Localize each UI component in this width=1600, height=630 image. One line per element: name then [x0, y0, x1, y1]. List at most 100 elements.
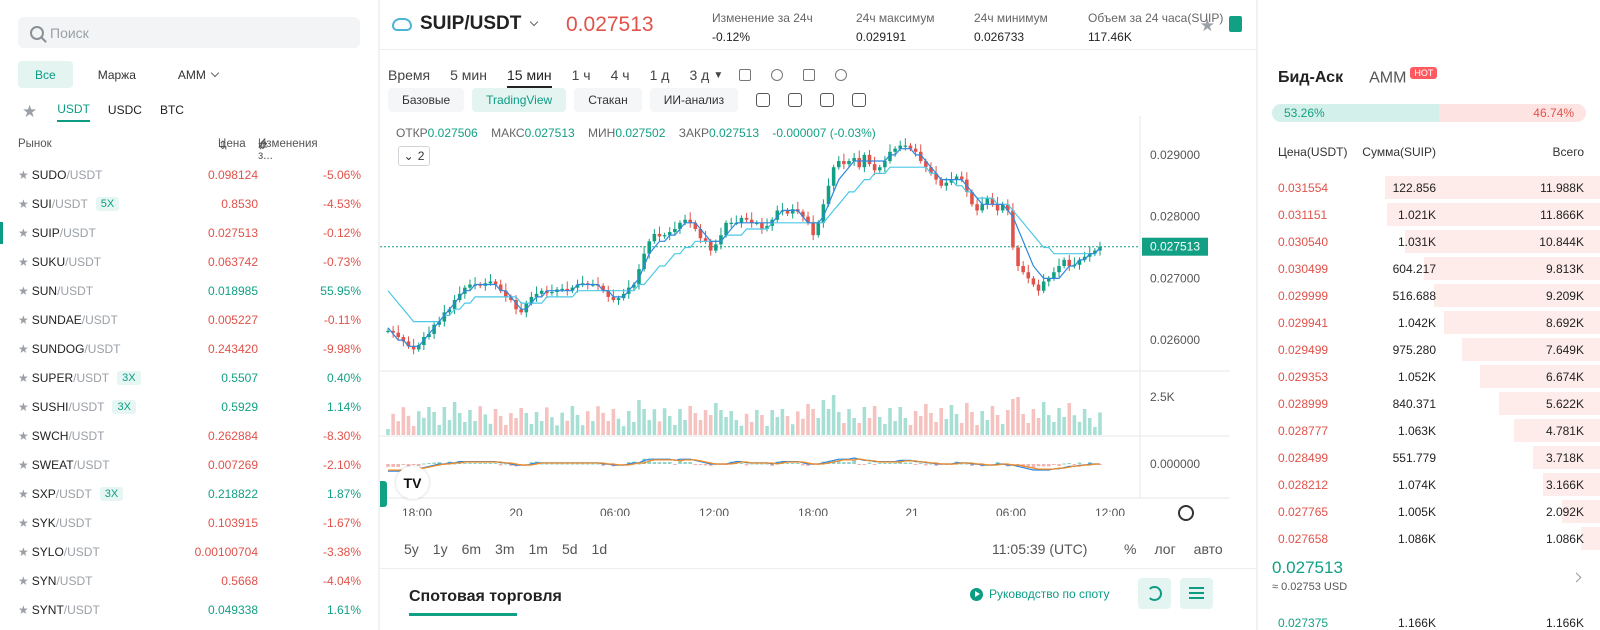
- star-icon[interactable]: ★: [18, 458, 29, 472]
- search-box[interactable]: [18, 17, 360, 48]
- market-row[interactable]: ★ SUPER/USDT 3X 0.5507 0.40%: [0, 363, 378, 392]
- market-row[interactable]: ★ SUDO/USDT 0.098124 -5.06%: [0, 160, 378, 189]
- utc-clock[interactable]: 11:05:39 (UTC): [992, 541, 1088, 557]
- indicators-icon[interactable]: [739, 69, 752, 81]
- book-icon[interactable]: [1229, 16, 1242, 32]
- ask-row[interactable]: 0.028212 1.074K 3.166K: [1258, 471, 1600, 498]
- star-icon[interactable]: ★: [18, 255, 29, 269]
- range-1y[interactable]: 1y: [432, 541, 448, 557]
- range-1d[interactable]: 1d: [591, 541, 608, 557]
- market-row[interactable]: ★ SYLO/USDT 0.00100704 -3.38%: [0, 537, 378, 566]
- ask-row[interactable]: 0.028777 1.063K 4.781K: [1258, 417, 1600, 444]
- star-icon[interactable]: ★: [18, 429, 29, 443]
- caret-down-icon[interactable]: ▼: [713, 69, 724, 81]
- view-tab-1[interactable]: TradingView: [472, 88, 567, 112]
- filter-tab-margin[interactable]: Маржа: [97, 67, 136, 82]
- fullscreen-icon[interactable]: [788, 93, 803, 107]
- search-input[interactable]: [50, 24, 350, 41]
- range-6m[interactable]: 6m: [461, 541, 482, 557]
- interval-2[interactable]: 15 мин: [506, 67, 552, 88]
- range-5y[interactable]: 5y: [404, 541, 419, 557]
- filter-tab-amm[interactable]: AMM: [161, 61, 235, 88]
- ask-row[interactable]: 0.029353 1.052K 6.674K: [1258, 363, 1600, 390]
- interval-6[interactable]: 3 д: [689, 67, 710, 83]
- spot-guide-link[interactable]: Руководство по споту: [970, 587, 1110, 601]
- scale-option-1[interactable]: лог: [1154, 541, 1176, 557]
- star-icon[interactable]: ★: [18, 516, 29, 530]
- mid-price-block[interactable]: 0.027513 ≈ 0.02753 USD: [1272, 558, 1347, 593]
- indicator-toggle[interactable]: ⌄ 2: [398, 146, 430, 166]
- settings-icon[interactable]: [771, 69, 784, 81]
- ask-row[interactable]: 0.031151 1.021K 11.866K: [1258, 201, 1600, 228]
- quote-tab-btc[interactable]: BTC: [159, 103, 184, 117]
- power-icon[interactable]: [756, 93, 771, 107]
- market-row[interactable]: ★ SUNDAE/USDT 0.005227 -0.11%: [0, 305, 378, 334]
- share-icon[interactable]: [852, 93, 867, 107]
- star-icon[interactable]: ★: [18, 371, 29, 385]
- market-row[interactable]: ★ SYN/USDT 0.5668 -4.04%: [0, 566, 378, 595]
- star-icon[interactable]: ★: [18, 168, 29, 182]
- market-row[interactable]: ★ SUKU/USDT 0.063742 -0.73%: [0, 247, 378, 276]
- view-tab-2[interactable]: Стакан: [574, 88, 642, 112]
- market-row[interactable]: ★ SUN/USDT 0.018985 55.95%: [0, 276, 378, 305]
- interval-0[interactable]: Время: [388, 67, 431, 83]
- view-tab-3[interactable]: ИИ-анализ: [649, 88, 739, 112]
- tab-bid-ask[interactable]: Бид-Аск: [1278, 68, 1344, 86]
- star-icon[interactable]: ★: [18, 487, 29, 501]
- ask-row[interactable]: 0.029499 975.280 7.649K: [1258, 336, 1600, 363]
- filter-tab-all[interactable]: Все: [18, 61, 73, 88]
- market-row[interactable]: ★ SYK/USDT 0.103915 -1.67%: [0, 508, 378, 537]
- col-market[interactable]: Рынок: [18, 138, 52, 150]
- price-chart[interactable]: 0.029000 0.028000 0.027000 0.026000 2.5K 0.00…: [380, 116, 1256, 516]
- candle-type-icon[interactable]: [803, 69, 816, 81]
- star-icon[interactable]: ★: [18, 226, 29, 240]
- ask-row[interactable]: 0.029999 516.688 9.209K: [1258, 282, 1600, 309]
- bid-row[interactable]: 0.027375 1.166K 1.166K: [1258, 612, 1600, 630]
- market-row[interactable]: ★ SWCH/USDT 0.262884 -8.30%: [0, 421, 378, 450]
- favorite-star-icon[interactable]: ★: [1199, 16, 1215, 35]
- market-row[interactable]: ★ SXP/USDT 3X 0.218822 1.87%: [0, 479, 378, 508]
- ask-row[interactable]: 0.031554 122.856 11.988K: [1258, 174, 1600, 201]
- quote-tab-usdc[interactable]: USDC: [107, 103, 142, 117]
- range-1m[interactable]: 1m: [528, 541, 548, 557]
- market-row[interactable]: ★ SUSHI/USDT 3X 0.5929 1.14%: [0, 392, 378, 421]
- range-3m[interactable]: 3m: [495, 541, 515, 557]
- ask-row[interactable]: 0.029941 1.042K 8.692K: [1258, 309, 1600, 336]
- ask-row[interactable]: 0.027658 1.086K 1.086K: [1258, 525, 1600, 552]
- ask-row[interactable]: 0.030499 604.217 9.813K: [1258, 255, 1600, 282]
- chevron-right-icon[interactable]: [1571, 572, 1582, 583]
- scale-option-0[interactable]: %: [1124, 541, 1137, 557]
- settings-sliders-button[interactable]: [1180, 578, 1213, 609]
- market-row[interactable]: ★ SYNT/USDT 0.049338 1.61%: [0, 595, 378, 624]
- interval-4[interactable]: 4 ч: [610, 67, 630, 83]
- pie-chart-button[interactable]: [1138, 578, 1171, 609]
- view-tab-0[interactable]: Базовые: [388, 88, 465, 112]
- interval-1[interactable]: 5 мин: [450, 67, 487, 83]
- star-icon[interactable]: ★: [18, 313, 29, 327]
- star-icon[interactable]: ★: [18, 574, 29, 588]
- market-row[interactable]: ★ SUIP/USDT 0.027513 -0.12%: [0, 218, 378, 247]
- ask-row[interactable]: 0.028999 840.371 5.622K: [1258, 390, 1600, 417]
- star-icon[interactable]: ★: [18, 603, 29, 617]
- spot-title[interactable]: Спотовая торговля: [409, 588, 562, 605]
- drawing-panel-toggle[interactable]: [380, 481, 387, 507]
- ask-row[interactable]: 0.028499 551.779 3.718K: [1258, 444, 1600, 471]
- favorites-star-icon[interactable]: ★: [22, 102, 38, 121]
- interval-5[interactable]: 1 д: [649, 67, 670, 83]
- star-icon[interactable]: ★: [18, 197, 29, 211]
- market-row[interactable]: ★ SUNDOG/USDT 0.243420 -9.98%: [0, 334, 378, 363]
- star-icon[interactable]: ★: [18, 400, 29, 414]
- tradingview-logo[interactable]: TV: [396, 466, 429, 499]
- star-icon[interactable]: ★: [18, 545, 29, 559]
- quote-tab-usdt[interactable]: USDT: [57, 102, 90, 122]
- scale-option-2[interactable]: авто: [1193, 541, 1223, 557]
- chart-settings-icon[interactable]: [1178, 505, 1194, 521]
- market-row[interactable]: ★ SUI/USDT 5X 0.8530 -4.53%: [0, 189, 378, 218]
- ask-row[interactable]: 0.027765 1.005K 2.092K: [1258, 498, 1600, 525]
- range-5d[interactable]: 5d: [561, 541, 578, 557]
- ask-row[interactable]: 0.030540 1.031K 10.844K: [1258, 228, 1600, 255]
- pair-selector[interactable]: SUIP/USDT: [392, 13, 539, 35]
- star-icon[interactable]: ★: [18, 342, 29, 356]
- star-icon[interactable]: ★: [18, 284, 29, 298]
- tab-amm[interactable]: AMM HOT: [1369, 67, 1438, 87]
